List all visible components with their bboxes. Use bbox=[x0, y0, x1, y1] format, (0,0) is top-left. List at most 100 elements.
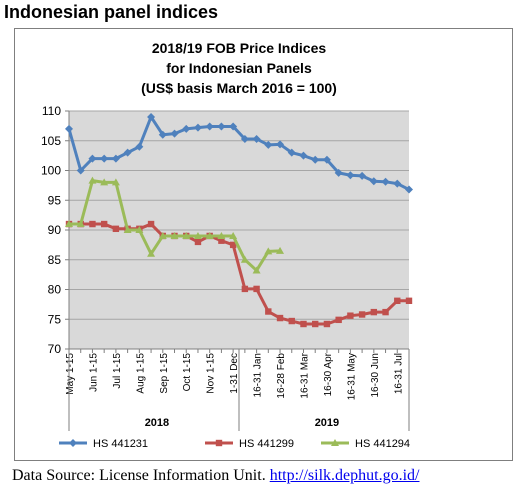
legend-marker bbox=[331, 439, 339, 446]
data-point bbox=[405, 297, 413, 305]
series-hs-441299 bbox=[65, 220, 413, 328]
legend-label: HS 441231 bbox=[93, 438, 148, 450]
data-point bbox=[405, 185, 413, 194]
data-point bbox=[311, 155, 320, 164]
data-point bbox=[312, 320, 319, 328]
x-tick-label: 16-30 Jun bbox=[370, 353, 381, 397]
x-tick-label: 16-30 Apr bbox=[323, 352, 334, 396]
legend-label: HS 441294 bbox=[355, 438, 410, 450]
data-point bbox=[217, 231, 226, 239]
y-tick-label: 95 bbox=[48, 193, 62, 207]
x-tick-label: May 1-15 bbox=[65, 353, 76, 395]
legend-marker bbox=[215, 439, 223, 447]
data-point bbox=[147, 112, 156, 121]
x-tick-label: Nov 1-15 bbox=[206, 353, 217, 394]
x-tick-label: Oct 1-15 bbox=[182, 353, 193, 392]
data-point bbox=[135, 226, 144, 233]
legend-entry: HS 441294 bbox=[321, 438, 410, 450]
data-point bbox=[100, 220, 108, 228]
x-tick-label: Aug 1-15 bbox=[135, 353, 146, 394]
chart-frame: 2018/19 FOB Price Indices for Indonesian … bbox=[14, 28, 513, 461]
data-point bbox=[88, 176, 97, 184]
chart-title-line: for Indonesian Panels bbox=[166, 60, 312, 76]
data-point bbox=[147, 220, 155, 228]
data-point bbox=[88, 154, 97, 163]
x-tick-label: Jul 1-15 bbox=[112, 353, 123, 389]
y-tick-label: 85 bbox=[48, 253, 62, 267]
data-point bbox=[135, 142, 144, 151]
data-point bbox=[323, 320, 331, 328]
data-point bbox=[335, 316, 342, 324]
data-point bbox=[276, 314, 284, 322]
y-tick-label: 105 bbox=[41, 134, 61, 148]
legend-entry: HS 441231 bbox=[59, 438, 148, 450]
x-tick-label: Sep 1-15 bbox=[159, 353, 170, 394]
data-point bbox=[194, 238, 202, 246]
data-point bbox=[193, 231, 202, 239]
y-tick-label: 75 bbox=[48, 312, 62, 326]
data-point bbox=[170, 129, 179, 138]
x-tick-label: 1-31 Dec bbox=[229, 353, 240, 394]
data-point bbox=[346, 171, 355, 180]
year-label: 2018 bbox=[145, 417, 169, 429]
data-point bbox=[334, 168, 343, 177]
data-point bbox=[240, 134, 249, 143]
data-source-link[interactable]: http://silk.dephut.go.id/ bbox=[269, 467, 420, 484]
data-point bbox=[393, 179, 402, 188]
data-point bbox=[158, 130, 167, 139]
data-point bbox=[229, 241, 237, 249]
data-point bbox=[170, 231, 179, 239]
data-point bbox=[111, 154, 120, 163]
data-point bbox=[299, 151, 308, 160]
data-point bbox=[264, 140, 273, 149]
data-point bbox=[300, 320, 307, 328]
data-point bbox=[394, 297, 401, 305]
data-point bbox=[322, 155, 331, 164]
data-point bbox=[147, 249, 156, 257]
data-source-text: Data Source: License Information Unit. bbox=[12, 467, 270, 484]
data-point bbox=[369, 177, 378, 186]
y-tick-label: 100 bbox=[41, 164, 61, 178]
data-point bbox=[76, 166, 85, 175]
data-point bbox=[123, 226, 132, 233]
y-tick-label: 80 bbox=[48, 283, 62, 297]
data-point bbox=[65, 220, 73, 228]
data-point bbox=[76, 220, 85, 228]
data-point bbox=[111, 178, 120, 186]
data-point bbox=[358, 171, 367, 180]
data-point bbox=[89, 220, 96, 228]
data-point bbox=[112, 225, 120, 233]
legend-entry: HS 441299 bbox=[205, 438, 294, 450]
data-point bbox=[252, 266, 261, 274]
y-tick-label: 90 bbox=[48, 223, 62, 237]
data-point bbox=[229, 122, 238, 131]
chart-title-line: 2018/19 FOB Price Indices bbox=[152, 40, 327, 56]
data-point bbox=[229, 231, 238, 239]
data-point bbox=[158, 231, 167, 239]
x-tick-label: 16-31 Mar bbox=[299, 352, 310, 398]
data-point bbox=[100, 154, 109, 163]
price-index-chart: 2018/19 FOB Price Indices for Indonesian … bbox=[41, 40, 413, 450]
legend-marker bbox=[69, 439, 77, 447]
y-tick-label: 110 bbox=[42, 104, 61, 118]
data-point bbox=[276, 246, 285, 254]
x-tick-label: 16-31 Jul bbox=[393, 353, 404, 394]
data-point bbox=[265, 308, 272, 315]
data-point bbox=[287, 148, 296, 157]
data-point bbox=[218, 237, 225, 244]
page-heading: Indonesian panel indices bbox=[4, 2, 219, 22]
data-point bbox=[182, 231, 191, 239]
data-point bbox=[100, 178, 109, 186]
x-tick-label: 16-31 May bbox=[346, 353, 357, 400]
x-tick-label: Jun 1-15 bbox=[88, 353, 99, 392]
legend-label: HS 441299 bbox=[239, 438, 294, 450]
chart-title-line: (US$ basis March 2016 = 100) bbox=[141, 80, 337, 96]
data-point bbox=[193, 123, 202, 132]
data-point bbox=[370, 308, 378, 316]
data-point bbox=[264, 247, 273, 255]
data-point bbox=[252, 134, 261, 143]
series-hs-441294 bbox=[65, 176, 285, 274]
data-point bbox=[217, 122, 226, 131]
data-point bbox=[123, 148, 132, 157]
data-source-note: Data Source: License Information Unit. h… bbox=[12, 467, 419, 485]
